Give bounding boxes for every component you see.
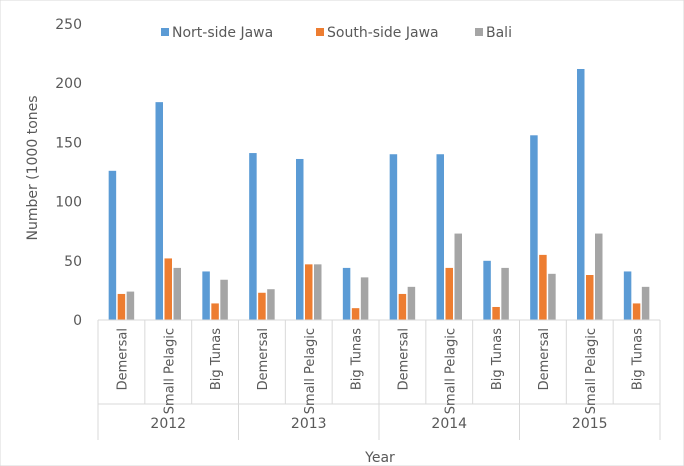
bar: [211, 303, 219, 320]
legend-label: Nort-side Jawa: [172, 25, 273, 41]
category-label: Demersal: [537, 328, 552, 390]
bar: [173, 267, 181, 320]
category-label: Demersal: [115, 328, 130, 390]
category-label: Big Tunas: [209, 328, 224, 390]
bar: [296, 158, 304, 320]
year-label: 2012: [150, 416, 186, 432]
bar: [623, 271, 632, 320]
bar: [548, 273, 556, 320]
x-axis-title: Year: [364, 450, 395, 466]
bar: [398, 293, 407, 320]
y-tick-label: 200: [55, 76, 82, 92]
category-label: Small Pelagic: [303, 328, 318, 414]
bar: [108, 170, 117, 320]
legend-label: South-side Jawa: [327, 25, 439, 41]
category-label: Big Tunas: [350, 328, 365, 390]
bar: [530, 135, 538, 320]
bar: [360, 277, 369, 320]
y-axis-title: Number (1000 tones: [25, 95, 41, 240]
y-tick-label: 0: [73, 313, 82, 329]
bar: [539, 254, 547, 320]
bar: [483, 260, 491, 320]
bar: [641, 286, 650, 320]
bar: [117, 293, 126, 320]
bar: [258, 292, 266, 320]
category-label: Big Tunas: [490, 328, 505, 390]
legend-swatch: [475, 28, 483, 36]
bar: [314, 264, 322, 320]
y-tick-label: 100: [55, 195, 82, 211]
bar: [164, 258, 172, 320]
bar: [454, 233, 462, 320]
bar: [389, 154, 398, 320]
year-label: 2014: [431, 416, 467, 432]
bars: [108, 68, 650, 320]
year-label: 2013: [291, 416, 327, 432]
legend-swatch: [161, 28, 169, 36]
bar: [577, 68, 585, 320]
bar: [632, 303, 641, 320]
category-label: Small Pelagic: [443, 328, 458, 414]
legend: Nort-side Jawa South-side Jawa Bali: [161, 25, 512, 41]
bar: [126, 291, 135, 320]
bar: [436, 154, 444, 320]
x-axis: Demersal Small Pelagic Big Tunas 2012 Demers…: [97, 319, 661, 440]
bar: [492, 306, 500, 320]
y-axis: 0 50 100 150 200 250: [55, 17, 82, 329]
legend-swatch: [316, 28, 324, 36]
bar: [202, 271, 210, 320]
category-label: Big Tunas: [631, 328, 646, 390]
bar: [407, 286, 416, 320]
bar: [342, 267, 351, 320]
category-label: Demersal: [256, 328, 271, 390]
category-label: Small Pelagic: [584, 328, 599, 414]
bar: [445, 267, 453, 320]
bar: [586, 275, 594, 320]
y-tick-label: 50: [64, 254, 82, 270]
bar: [351, 308, 360, 320]
bar: [595, 233, 603, 320]
bar: [305, 264, 313, 320]
year-label: 2015: [572, 416, 608, 432]
category-label: Demersal: [396, 328, 411, 390]
bar: [249, 153, 257, 320]
y-tick-label: 150: [55, 135, 82, 151]
legend-label: Bali: [486, 25, 512, 41]
bar: [501, 267, 509, 320]
category-label: Small Pelagic: [162, 328, 177, 414]
bar: [220, 279, 228, 320]
y-tick-label: 250: [55, 17, 82, 33]
bar: [155, 102, 163, 320]
bar: [267, 289, 275, 320]
